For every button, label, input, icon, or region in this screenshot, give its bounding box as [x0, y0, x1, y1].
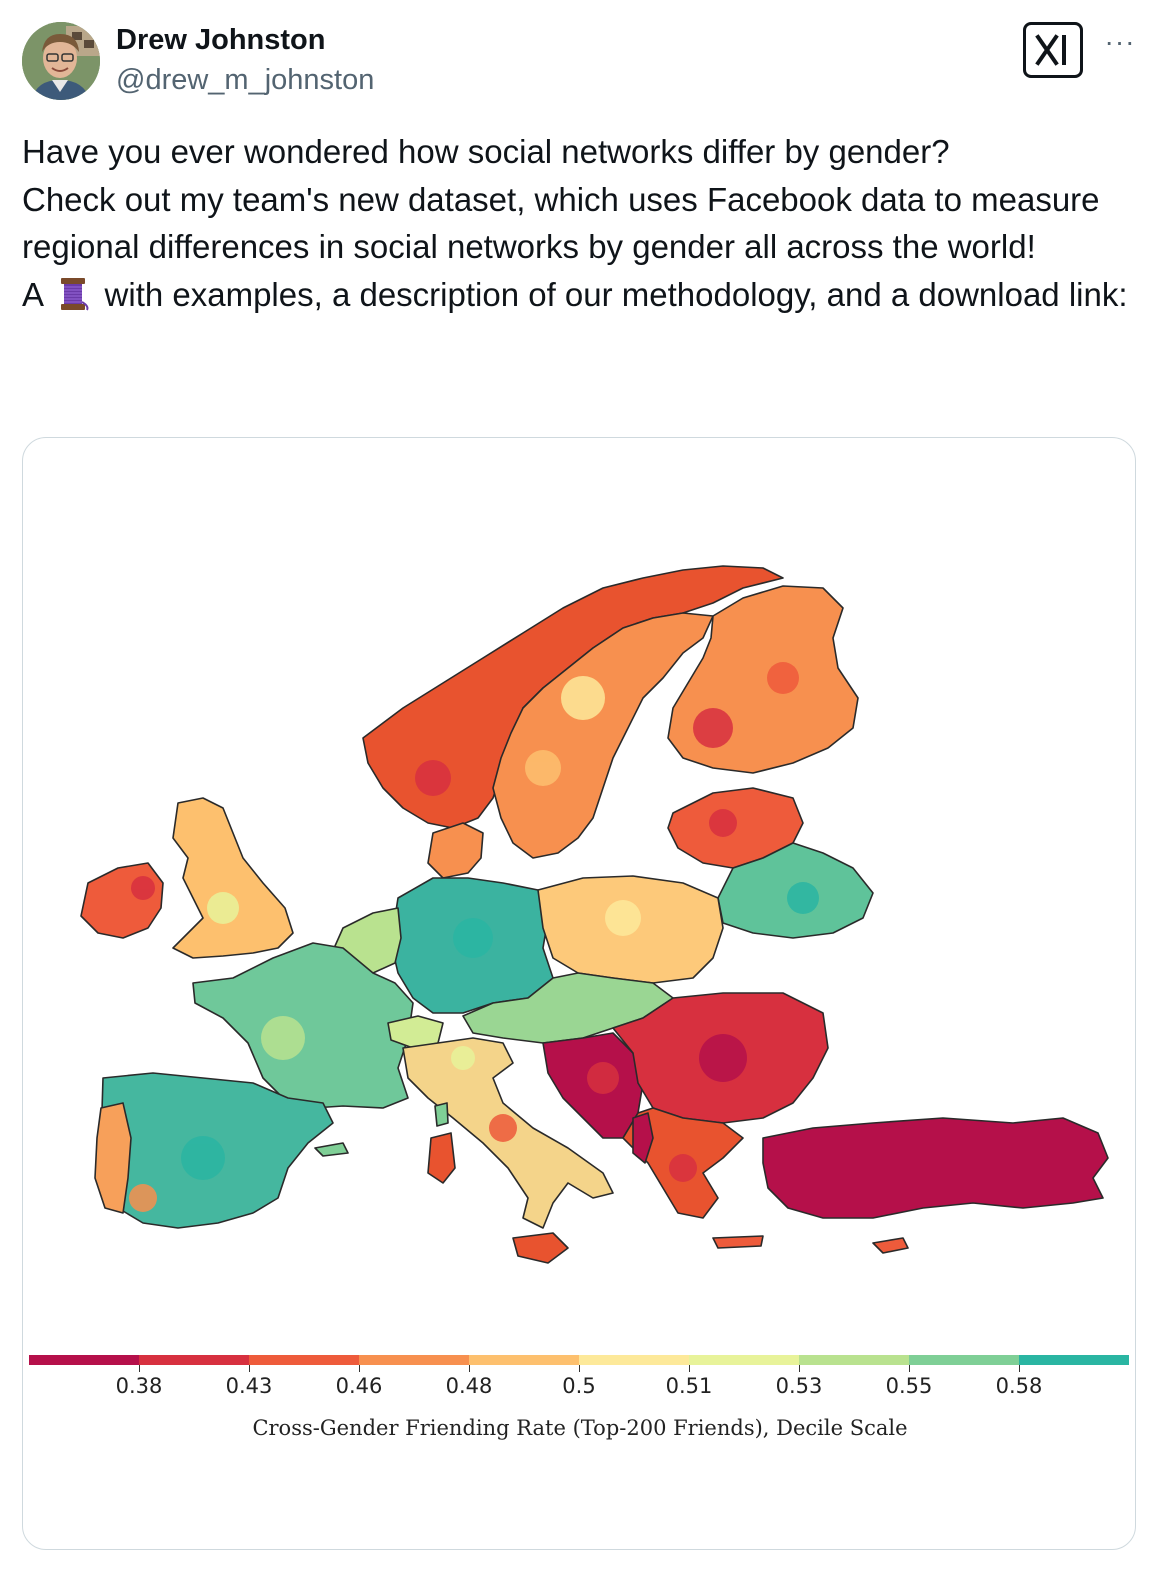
region-france: [192, 942, 414, 1109]
region-corsica: [434, 1102, 449, 1127]
colorbar-tick-label: 0.58: [995, 1374, 1043, 1398]
colorbar-segment: [579, 1355, 689, 1365]
author-handle[interactable]: @drew_m_johnston: [116, 64, 375, 96]
region-denmark: [427, 822, 484, 879]
europe-choropleth-map: [80, 565, 1109, 1264]
region-portugal: [94, 1102, 132, 1214]
colorbar-tick-label: 0.5: [562, 1374, 596, 1398]
colorbar-segment: [1019, 1355, 1129, 1365]
colorbar-segment: [909, 1355, 1019, 1365]
more-options-icon[interactable]: ···: [1104, 26, 1136, 57]
region-sweden: [492, 612, 714, 859]
region-sardinia: [427, 1132, 456, 1184]
colorbar-tick-label: 0.48: [445, 1374, 493, 1398]
colorbar-tick-label: 0.38: [115, 1374, 163, 1398]
region-balearic: [314, 1142, 349, 1157]
region-albania: [632, 1112, 654, 1164]
colorbar-tick-mark: [799, 1365, 800, 1372]
colorbar-segment: [689, 1355, 799, 1365]
tweet-line-3: A with examples, a description of our me…: [22, 271, 1146, 325]
colorbar-tick-label: 0.55: [885, 1374, 933, 1398]
colorbar-title: Cross-Gender Friending Rate (Top-200 Fri…: [252, 1416, 908, 1440]
colorbar-segment: [469, 1355, 579, 1365]
tweet-line-2: Check out my team's new dataset, which u…: [22, 180, 1100, 266]
colorbar-tick-mark: [249, 1365, 250, 1372]
colorbar-segment: [359, 1355, 469, 1365]
colorbar-tick-mark: [139, 1365, 140, 1372]
colorbar-tick-mark: [579, 1365, 580, 1372]
colorbar-tick-label: 0.46: [335, 1374, 383, 1398]
colorbar-segment: [29, 1355, 139, 1365]
region-cyprus: [872, 1237, 909, 1254]
region-sicily: [512, 1232, 569, 1264]
author-name[interactable]: Drew Johnston: [116, 24, 326, 56]
spool-of-thread-emoji: [55, 276, 91, 325]
colorbar-tick-mark: [909, 1365, 910, 1372]
colorbar-tick-mark: [469, 1365, 470, 1372]
colorbar-segment: [139, 1355, 249, 1365]
tweet-text: Have you ever wondered how social networ…: [22, 128, 1146, 324]
colorbar-tick-mark: [1019, 1365, 1020, 1372]
avatar[interactable]: [22, 22, 100, 100]
colorbar: [29, 1355, 1129, 1365]
colorbar-segment: [249, 1355, 359, 1365]
colorbar-tick-label: 0.53: [775, 1374, 823, 1398]
grok-x-logo-icon[interactable]: [1023, 22, 1083, 78]
colorbar-tick-mark: [359, 1365, 360, 1372]
colorbar-tick-label: 0.43: [225, 1374, 273, 1398]
colorbar-tick-mark: [689, 1365, 690, 1372]
tweet-line-1: Have you ever wondered how social networ…: [22, 133, 950, 170]
avatar-image: [22, 22, 100, 100]
tweet-header: Drew Johnston @drew_m_johnston ···: [22, 22, 1146, 102]
region-great-britain: [172, 797, 294, 959]
region-turkey: [762, 1117, 1109, 1219]
colorbar-segment: [799, 1355, 909, 1365]
media-card[interactable]: 0.38 0.43 0.46 0.48 0.5 0.51 0.53 0.55 0…: [22, 437, 1136, 1550]
colorbar-tick-label: 0.51: [665, 1374, 713, 1398]
region-crete: [712, 1235, 764, 1249]
region-ireland: [80, 862, 164, 939]
tweet-line-3-suffix: with examples, a description of our meth…: [95, 275, 1128, 313]
tweet-line-3-prefix: A: [22, 275, 52, 313]
